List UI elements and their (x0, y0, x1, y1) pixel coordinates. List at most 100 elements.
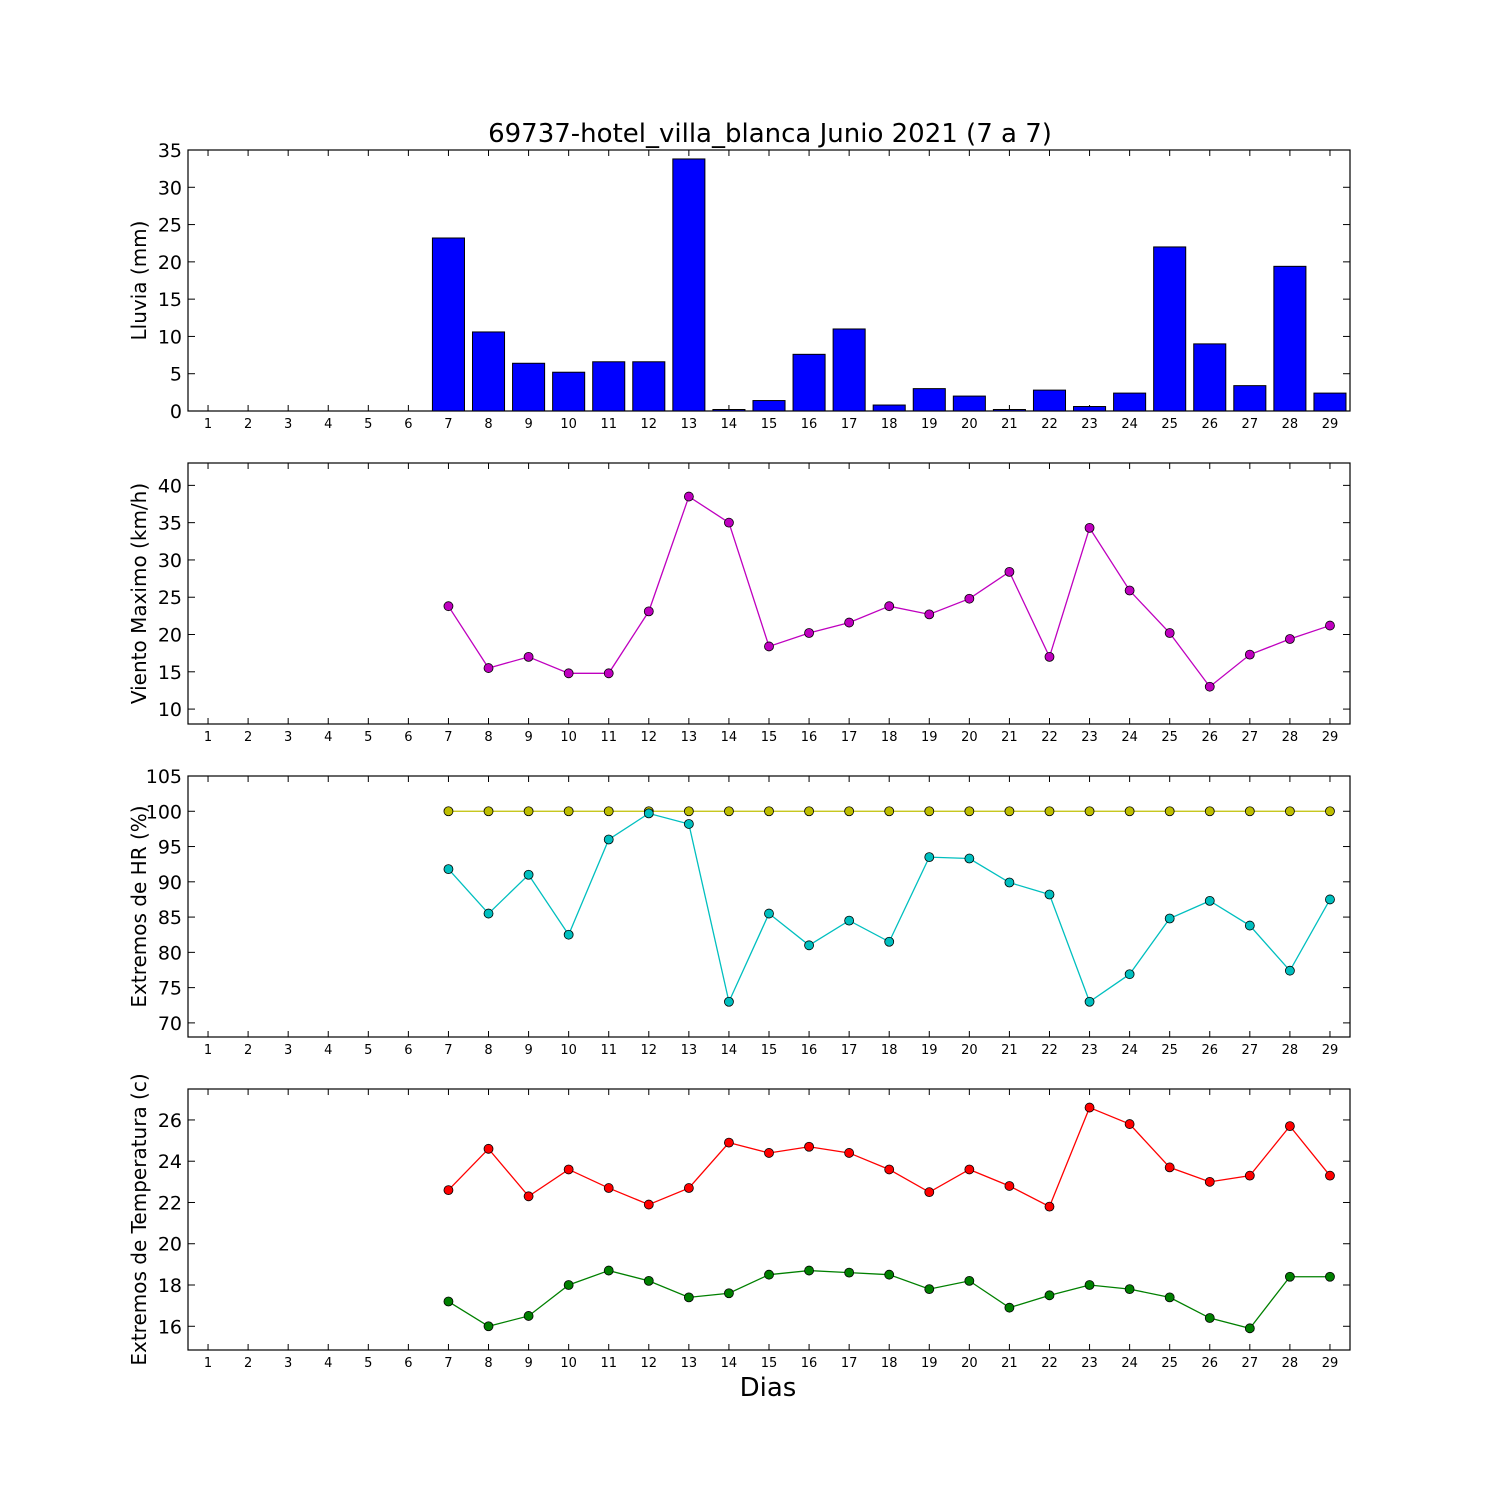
data-point (764, 1269, 774, 1280)
data-point (804, 1141, 814, 1152)
data-point (483, 806, 494, 817)
bar (471, 331, 506, 412)
data-point (1004, 806, 1015, 817)
data-point (1044, 651, 1055, 662)
data-point (924, 609, 935, 620)
x-tick-label: 20 (961, 730, 978, 745)
data-point (603, 1265, 614, 1276)
x-tick-label: 24 (1121, 1356, 1138, 1371)
x-tick-label: 2 (244, 730, 252, 745)
data-point (844, 1267, 855, 1278)
bar (672, 158, 706, 412)
y-tick-label: 26 (158, 1110, 182, 1132)
y-tick-label: 85 (158, 907, 182, 929)
x-tick-label: 20 (961, 1356, 978, 1371)
data-point (1244, 920, 1255, 931)
data-point (844, 915, 855, 926)
x-tick-label: 15 (761, 417, 778, 432)
data-point (443, 1296, 454, 1307)
x-tick-label: 3 (284, 730, 292, 745)
y-axis-label: Lluvia (mm) (127, 221, 151, 341)
data-point (764, 641, 774, 652)
x-tick-label: 7 (444, 1043, 452, 1058)
x-tick-label: 18 (881, 417, 898, 432)
data-point (1084, 522, 1095, 533)
data-point (1164, 1162, 1175, 1173)
data-point (1084, 996, 1095, 1007)
data-point (483, 663, 494, 673)
y-tick-label: 20 (158, 625, 182, 647)
y-tick-label: 105 (146, 766, 182, 788)
x-tick-label: 14 (721, 730, 738, 745)
x-tick-label: 18 (881, 730, 898, 745)
bar (592, 361, 626, 412)
x-tick-label: 8 (484, 730, 492, 745)
x-tick-label: 12 (641, 1043, 658, 1058)
x-tick-label: 7 (444, 1356, 452, 1371)
bar (431, 237, 465, 412)
x-tick-label: 8 (484, 1356, 492, 1371)
x-tick-label: 23 (1081, 730, 1098, 745)
x-tick-label: 10 (560, 730, 577, 745)
data-point (964, 593, 975, 604)
bar (712, 409, 746, 412)
series-line-2 (447, 812, 1331, 1004)
data-point (884, 806, 895, 817)
data-point (1284, 634, 1295, 644)
bar (1313, 392, 1347, 412)
data-point (683, 806, 694, 817)
y-tick-label: 80 (158, 942, 182, 964)
data-point (804, 1265, 814, 1276)
x-tick-label: 17 (841, 1356, 858, 1371)
y-tick-label: 70 (158, 1013, 182, 1035)
data-point (884, 1269, 895, 1280)
x-tick-label: 10 (560, 417, 577, 432)
x-tick-label: 25 (1161, 1043, 1178, 1058)
data-point (1004, 877, 1015, 888)
data-point (1325, 620, 1335, 631)
x-tick-label: 10 (560, 1356, 577, 1371)
x-tick-label: 29 (1322, 1356, 1339, 1371)
x-tick-label: 21 (1001, 417, 1018, 432)
data-point (1244, 649, 1255, 660)
y-tick-label: 40 (158, 475, 182, 497)
data-point (964, 806, 975, 817)
x-tick-label: 21 (1001, 730, 1018, 745)
x-tick-label: 29 (1322, 417, 1339, 432)
y-tick-label: 22 (158, 1192, 182, 1214)
data-point (1284, 1121, 1295, 1132)
x-tick-label: 27 (1242, 730, 1259, 745)
x-tick-label: 16 (801, 1356, 818, 1371)
x-tick-label: 23 (1081, 1356, 1098, 1371)
data-point (683, 491, 694, 502)
x-tick-label: 29 (1322, 730, 1339, 745)
data-point (1244, 1170, 1255, 1181)
data-point (1204, 1313, 1215, 1323)
data-point (1325, 1271, 1335, 1282)
y-tick-label: 100 (146, 801, 182, 823)
y-tick-label: 35 (158, 513, 182, 535)
data-point (1325, 1170, 1335, 1181)
data-point (523, 1191, 534, 1202)
x-tick-label: 22 (1041, 730, 1058, 745)
data-point (483, 908, 494, 919)
x-tick-label: 6 (404, 417, 412, 432)
x-tick-label: 5 (364, 1356, 372, 1371)
x-tick-label: 12 (641, 730, 658, 745)
data-point (1284, 965, 1295, 976)
data-point (683, 819, 694, 829)
data-point (643, 1199, 654, 1210)
chart-title: 69737-hotel_villa_blanca Junio 2021 (7 a… (488, 119, 1052, 149)
x-tick-label: 11 (600, 417, 617, 432)
x-tick-label: 26 (1201, 730, 1218, 745)
data-point (1325, 894, 1335, 905)
x-tick-label: 29 (1322, 1043, 1339, 1058)
data-point (603, 1183, 614, 1193)
data-point (1204, 895, 1215, 906)
bar (1073, 406, 1107, 412)
data-point (804, 806, 814, 817)
x-tick-label: 13 (681, 417, 698, 432)
x-tick-label: 20 (961, 417, 978, 432)
x-tick-label: 22 (1041, 417, 1058, 432)
